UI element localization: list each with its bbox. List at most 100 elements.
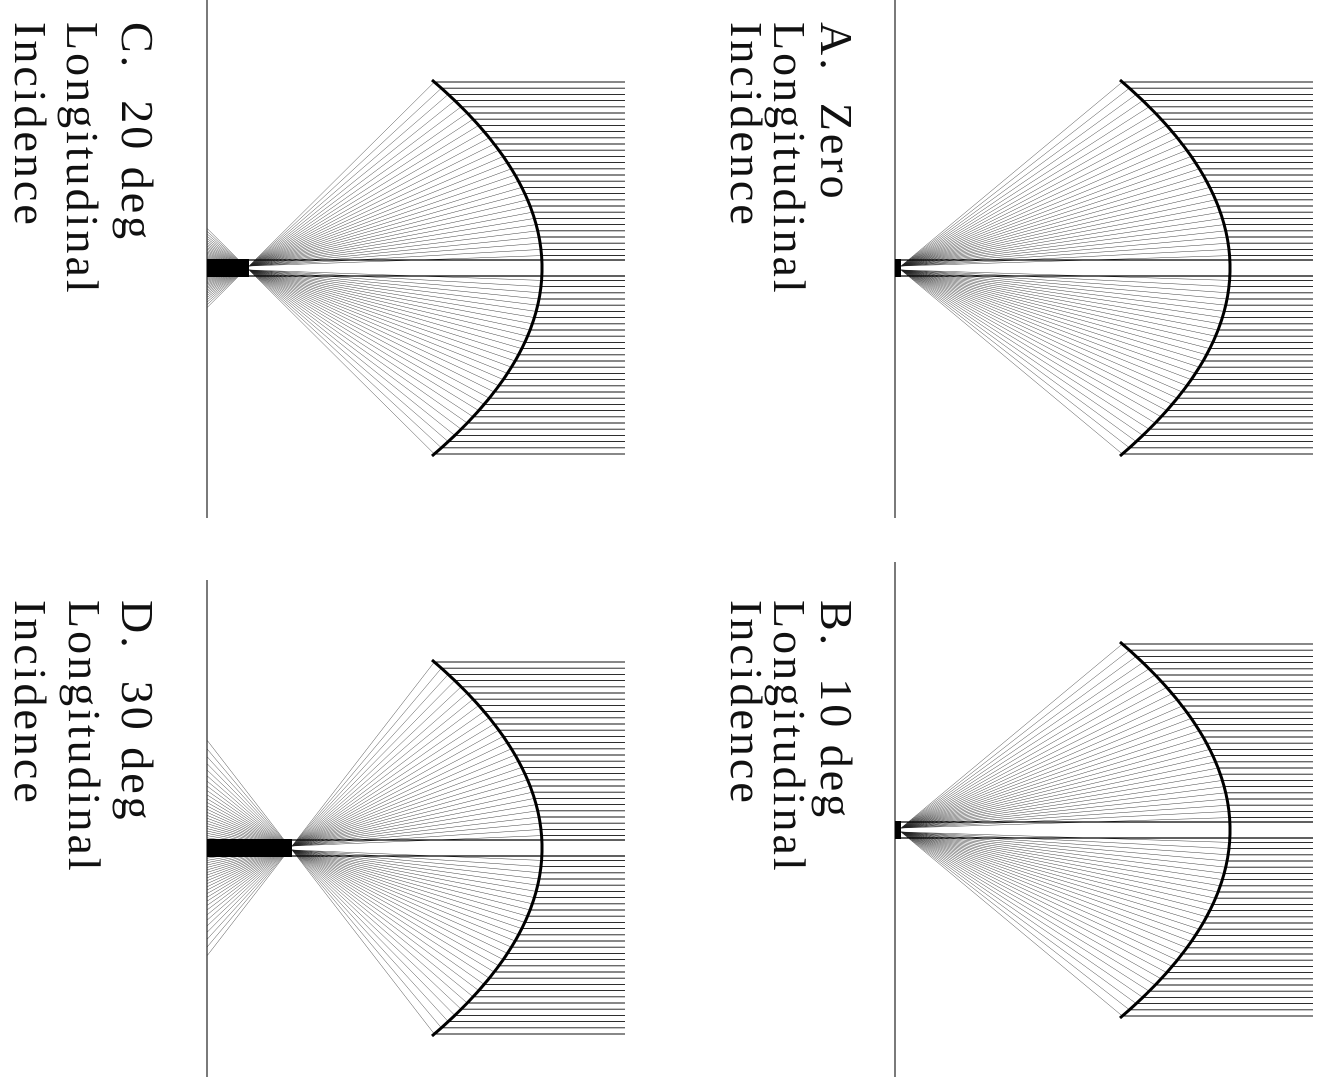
reflected-ray (895, 268, 1207, 354)
reflected-ray (895, 181, 1207, 267)
reflected-ray (895, 269, 1220, 324)
reflected-ray (895, 828, 1155, 985)
reflected-ray (207, 712, 484, 906)
panel-label: A. (811, 22, 862, 73)
reflected-ray (895, 163, 1195, 269)
reflected-ray (895, 270, 1230, 281)
reflected-ray (207, 705, 479, 910)
panel: A.ZeroLongitudinalIncidence (721, 0, 1313, 518)
reflected-ray (895, 125, 1167, 269)
reflected-ray (207, 681, 455, 933)
mirror (432, 660, 542, 1036)
reflected-ray (895, 266, 1143, 436)
reflected-ray (895, 675, 1155, 832)
reflected-ray (895, 267, 1167, 411)
reflected-ray (895, 829, 1177, 960)
reflected-ray (895, 774, 1220, 829)
reflected-ray (895, 266, 1155, 423)
reflected-ray (895, 829, 1182, 954)
reflected-ray (895, 829, 1172, 966)
reflected-ray (895, 827, 1122, 1016)
caption-line: Incidence (5, 22, 56, 228)
panel-label: C. (112, 22, 163, 70)
reflected-ray (895, 831, 1220, 886)
reflected-ray (895, 82, 1122, 271)
focus-spot (207, 259, 249, 277)
focus-spot (207, 839, 292, 857)
focus-spot (895, 259, 901, 277)
reflected-ray (895, 266, 1136, 442)
reflected-ray (895, 718, 1191, 830)
panel: B.10 degLongitudinalIncidence (721, 562, 1313, 1077)
reflected-ray (895, 644, 1122, 833)
reflected-ray (207, 749, 441, 1028)
reflected-ray (207, 757, 448, 1022)
reflected-ray (895, 268, 1191, 380)
figure: A.ZeroLongitudinalIncidenceB.10 degLongi… (0, 0, 1323, 1077)
focus-spot (895, 821, 901, 839)
reflected-ray (895, 265, 1122, 454)
reflected-ray (895, 656, 1136, 832)
reflected-ray (895, 830, 1195, 936)
reflected-ray (895, 832, 1230, 843)
reflected-ray (895, 156, 1191, 268)
reflected-ray (207, 764, 455, 1016)
caption-line: A. Zero (811, 22, 862, 202)
reflected-ray (895, 144, 1182, 269)
reflected-ray (895, 650, 1129, 832)
reflected-ray (895, 687, 1167, 831)
panel-title: Zero (811, 103, 862, 202)
reflected-ray (895, 829, 1167, 973)
caption-line: Incidence (721, 600, 772, 806)
reflected-ray (895, 706, 1182, 831)
reflected-ray (895, 756, 1213, 830)
reflected-ray (207, 687, 461, 926)
reflected-ray (895, 831, 1213, 905)
reflected-ray (895, 700, 1177, 831)
reflected-ray (895, 132, 1172, 269)
reflected-ray (895, 269, 1213, 343)
panel-title: 30 deg (112, 681, 163, 823)
reflected-ray (895, 694, 1172, 831)
mirror (1120, 642, 1230, 1018)
reflected-ray (207, 809, 507, 953)
reflected-ray (895, 265, 1129, 447)
caption-text: Longitudinal (59, 600, 110, 874)
reflected-ray (895, 256, 1230, 267)
reflected-ray (895, 830, 1207, 916)
reflected-ray (895, 267, 1177, 398)
mirror (1120, 80, 1230, 456)
mirror (432, 80, 542, 456)
panel: C. 20 degLongitudinalIncidence (5, 0, 625, 518)
caption-line: Longitudinal (59, 600, 110, 874)
caption-line: C. 20 deg (112, 22, 163, 242)
caption-text: Incidence (721, 22, 772, 228)
panel: D.30 degLongitudinalIncidence (5, 580, 625, 1077)
caption-line: D. 30 deg (112, 600, 163, 823)
reflected-ray (207, 770, 461, 1009)
reflected-ray (207, 791, 484, 985)
reflected-ray (895, 268, 1195, 374)
reflected-ray (895, 743, 1207, 829)
reflected-ray (895, 830, 1191, 942)
reflected-ray (895, 113, 1155, 270)
caption-line: Longitudinal (57, 22, 108, 296)
reflected-ray (895, 138, 1177, 269)
reflected-ray (895, 194, 1213, 268)
reflected-ray (207, 674, 448, 939)
reflected-ray (207, 668, 441, 947)
reflected-ray (895, 828, 1136, 1004)
caption-text: Incidence (5, 22, 56, 228)
reflected-ray (895, 828, 1143, 998)
caption-text: Incidence (721, 600, 772, 806)
reflected-ray (207, 743, 507, 887)
reflected-ray (895, 267, 1172, 404)
caption-line: B.10 deg (811, 600, 862, 820)
reflected-ray (207, 699, 473, 915)
panel-title: 20 deg (112, 100, 163, 242)
panel-title: 10 deg (811, 678, 862, 820)
reflected-ray (895, 101, 1143, 271)
reflected-ray (207, 781, 473, 997)
reflected-ray (895, 94, 1136, 270)
panel-label: D. (112, 600, 163, 651)
